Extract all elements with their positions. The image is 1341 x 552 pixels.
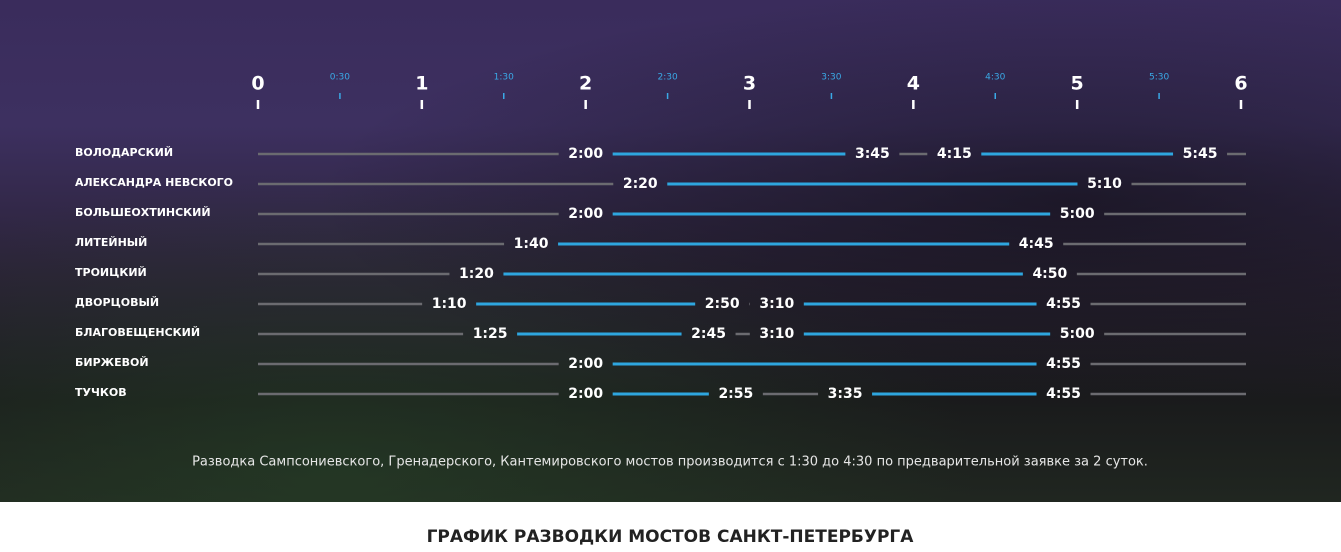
time-label: 2:50 (705, 296, 740, 312)
time-label: 1:40 (514, 236, 549, 252)
bridge-name: ТУЧКОВ (75, 386, 127, 399)
bridge-name: ВОЛОДАРСКИЙ (75, 146, 173, 159)
time-label: 4:45 (1019, 236, 1054, 252)
time-label: 1:10 (432, 296, 467, 312)
time-label: 5:00 (1060, 206, 1095, 222)
x-tick-label: 2 (579, 73, 592, 95)
x-tick-label: 3 (743, 73, 756, 95)
time-label: 5:10 (1087, 176, 1122, 192)
time-label: 4:50 (1032, 266, 1067, 282)
x-tick-label: 1 (415, 73, 428, 95)
time-label: 5:00 (1060, 326, 1095, 342)
time-label: 3:35 (828, 386, 863, 402)
time-label: 4:55 (1046, 296, 1081, 312)
time-label: 4:15 (937, 146, 972, 162)
x-minor-tick-label: 1:30 (494, 73, 514, 83)
x-minor-tick-label: 4:30 (985, 73, 1005, 83)
x-tick-label: 5 (1071, 73, 1084, 95)
x-tick-label: 0 (251, 73, 264, 95)
time-label: 2:00 (568, 146, 603, 162)
time-label: 3:10 (759, 296, 794, 312)
time-label: 2:00 (568, 356, 603, 372)
time-label: 2:00 (568, 206, 603, 222)
time-label: 5:45 (1183, 146, 1218, 162)
time-label: 1:20 (459, 266, 494, 282)
x-minor-tick-label: 2:30 (657, 73, 677, 83)
time-label: 4:55 (1046, 386, 1081, 402)
note: Разводка Сампсониевского, Гренадерского,… (192, 455, 1148, 470)
x-tick-label: 4 (907, 73, 920, 95)
chart-title: ГРАФИК РАЗВОДКИ МОСТОВ САНКТ-ПЕТЕРБУРГА (427, 527, 915, 547)
x-minor-tick-label: 0:30 (330, 73, 350, 83)
time-label: 2:45 (691, 326, 726, 342)
time-label: 1:25 (473, 326, 508, 342)
time-label: 3:45 (855, 146, 890, 162)
x-minor-tick-label: 3:30 (821, 73, 841, 83)
bridge-name: БЛАГОВЕЩЕНСКИЙ (75, 326, 200, 339)
time-label: 3:10 (759, 326, 794, 342)
x-minor-tick-label: 5:30 (1149, 73, 1169, 83)
bridge-name: БИРЖЕВОЙ (75, 356, 149, 369)
hero-background (0, 0, 1341, 502)
x-tick-label: 6 (1234, 73, 1247, 95)
bridge-name: ТРОИЦКИЙ (75, 266, 147, 279)
bridge-name: АЛЕКСАНДРА НЕВСКОГО (75, 176, 233, 189)
bridge-name: ЛИТЕЙНЫЙ (75, 236, 147, 249)
time-label: 2:00 (568, 386, 603, 402)
time-label: 2:20 (623, 176, 658, 192)
time-label: 2:55 (718, 386, 753, 402)
bridge-name: ДВОРЦОВЫЙ (75, 296, 159, 309)
time-label: 4:55 (1046, 356, 1081, 372)
bridge-name: БОЛЬШЕОХТИНСКИЙ (75, 206, 211, 219)
